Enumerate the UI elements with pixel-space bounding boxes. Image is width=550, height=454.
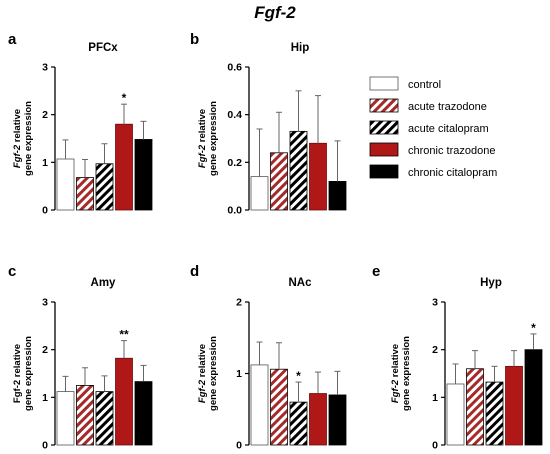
legend-swatch	[369, 164, 399, 179]
bar-acute-trazodone	[76, 177, 94, 211]
panel-a: a PFCx Fgf-2 relativegene expression 0 1 2 3 *	[8, 31, 153, 217]
y-axis-label: Fgf-2 relativegene expression	[197, 336, 219, 411]
bar-control	[250, 176, 269, 211]
panel-letter: d	[190, 263, 199, 280]
panel-title: Amy	[91, 277, 117, 289]
legend-label: acute citalopram	[408, 123, 489, 135]
y-tick-label: 2	[236, 297, 242, 309]
legend-label: chronic trazodone	[408, 145, 495, 157]
legend-swatch	[369, 98, 399, 113]
bar-acute-citalopram	[289, 130, 308, 211]
figure-title: Fgf-2	[254, 3, 296, 22]
significance-marker: *	[531, 321, 536, 335]
panel-title: Hip	[291, 42, 310, 54]
panel-title: PFCx	[88, 42, 118, 54]
bar-control	[250, 364, 269, 446]
y-tick-label: 0.6	[227, 62, 242, 74]
y-tick-label: 2	[42, 109, 48, 121]
significance-marker: *	[122, 91, 127, 105]
y-tick-label: 1	[42, 392, 48, 404]
bar-chronic-citalopram	[134, 139, 153, 211]
y-tick-label: 0	[42, 440, 48, 452]
bar-acute-citalopram	[95, 163, 114, 211]
legend-swatch	[369, 142, 399, 157]
bar-control	[56, 158, 75, 211]
legend: control acute trazodone acute citalopram ch…	[369, 76, 497, 179]
y-tick-label: 3	[42, 297, 48, 309]
panels-group: a PFCx Fgf-2 relativegene expression 0 1 2 3 * b…	[8, 31, 543, 452]
legend-item-control: control	[369, 76, 441, 91]
y-tick-label: 1	[42, 157, 48, 169]
legend-label: chronic citalopram	[408, 167, 497, 179]
y-tick-label: 1	[432, 392, 438, 404]
y-tick-label: 0	[42, 205, 48, 217]
bar-chronic-trazodone	[115, 123, 133, 211]
bar-acute-trazodone	[270, 152, 288, 211]
y-tick-label: 1	[236, 368, 242, 380]
panel-e: e Hyp Fgf-2 relativegene expression 0 1 2 3 *	[372, 263, 543, 452]
panel-d: d NAc Fgf-2 relativegene expression 0 1 2 *	[190, 263, 347, 452]
bar-acute-citalopram	[95, 391, 114, 446]
y-tick-label: 0.0	[227, 205, 242, 217]
bar-control	[56, 391, 75, 446]
bar-chronic-trazodone	[309, 142, 327, 211]
y-tick-label: 3	[42, 62, 48, 74]
bar-chronic-trazodone	[115, 357, 133, 446]
y-tick-label: 0.2	[227, 157, 242, 169]
bar-acute-citalopram	[485, 381, 504, 446]
legend-swatch	[369, 120, 399, 135]
panel-letter: a	[8, 31, 17, 48]
y-tick-label: 2	[432, 344, 438, 356]
bar-chronic-citalopram	[328, 394, 347, 446]
bar-chronic-citalopram	[328, 180, 347, 211]
y-tick-label: 3	[432, 297, 438, 309]
bar-chronic-citalopram	[134, 381, 153, 446]
legend-item-acute-citalopram: acute citalopram	[369, 120, 489, 135]
y-axis-label: Fgf-2 relativegene expression	[197, 101, 219, 176]
significance-marker: *	[296, 369, 301, 383]
y-tick-label: 0.4	[227, 109, 242, 121]
bar-chronic-trazodone	[505, 365, 523, 446]
panel-letter: c	[8, 263, 16, 280]
panel-b: b Hip Fgf-2 relativegene expression 0.0 0.2 0…	[190, 31, 347, 217]
panel-title: Hyp	[480, 277, 502, 289]
panel-title: NAc	[288, 277, 312, 289]
y-axis-label: Fgf-2 relativegene expression	[12, 336, 34, 411]
legend-item-acute-trazodone: acute trazodone	[369, 98, 487, 113]
y-tick-label: 0	[236, 440, 242, 452]
y-axis-label: Fgf-2 relativegene expression	[12, 101, 34, 176]
legend-swatch	[369, 76, 399, 91]
panel-letter: b	[190, 31, 199, 48]
legend-label: control	[408, 79, 441, 91]
bar-chronic-trazodone	[309, 393, 327, 446]
legend-item-chronic-trazodone: chronic trazodone	[369, 142, 495, 157]
bar-acute-citalopram	[289, 401, 308, 446]
bar-chronic-citalopram	[524, 349, 543, 446]
significance-marker: **	[119, 328, 129, 342]
panel-c: c Amy Fgf-2 relativegene expression 0 1 2 3 **	[8, 263, 153, 452]
bar-control	[446, 383, 465, 446]
bar-acute-trazodone	[270, 368, 288, 446]
y-tick-label: 0	[432, 440, 438, 452]
bar-acute-trazodone	[466, 368, 484, 446]
bar-acute-trazodone	[76, 385, 94, 446]
y-tick-label: 2	[42, 344, 48, 356]
panel-letter: e	[372, 263, 380, 280]
y-axis-label: Fgf-2 relativegene expression	[390, 336, 412, 411]
legend-label: acute trazodone	[408, 101, 487, 113]
legend-item-chronic-citalopram: chronic citalopram	[369, 164, 497, 179]
